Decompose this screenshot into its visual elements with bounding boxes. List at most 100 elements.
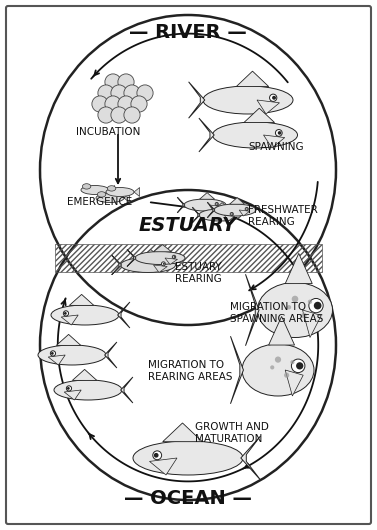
Circle shape [309, 298, 323, 313]
Circle shape [287, 305, 291, 310]
Circle shape [51, 352, 54, 355]
Polygon shape [134, 188, 139, 197]
Text: SPAWNING: SPAWNING [248, 142, 303, 152]
Circle shape [246, 208, 248, 210]
Circle shape [291, 359, 305, 373]
Polygon shape [241, 436, 261, 480]
Polygon shape [127, 250, 136, 267]
Polygon shape [141, 250, 161, 258]
Polygon shape [239, 210, 250, 216]
Polygon shape [264, 135, 285, 148]
Circle shape [67, 387, 70, 390]
Text: INCUBATION: INCUBATION [76, 127, 140, 137]
Circle shape [172, 255, 176, 259]
Polygon shape [64, 390, 81, 400]
Circle shape [118, 96, 134, 112]
Polygon shape [48, 355, 65, 365]
Polygon shape [209, 205, 220, 211]
Circle shape [290, 360, 294, 364]
Circle shape [111, 107, 127, 123]
Text: MIGRATION TO
REARING AREAS: MIGRATION TO REARING AREAS [148, 360, 233, 382]
Ellipse shape [51, 305, 119, 325]
Circle shape [230, 213, 233, 216]
Polygon shape [56, 334, 81, 346]
Circle shape [270, 94, 277, 101]
Polygon shape [285, 253, 312, 284]
Ellipse shape [107, 186, 116, 191]
Circle shape [105, 74, 121, 90]
Circle shape [131, 96, 147, 112]
Circle shape [98, 85, 114, 101]
Text: MIGRATION TO
SPAWNING AREAS: MIGRATION TO SPAWNING AREAS [230, 302, 323, 324]
Ellipse shape [203, 86, 293, 114]
Polygon shape [69, 294, 94, 305]
Circle shape [296, 362, 303, 369]
Text: ESTUARY: ESTUARY [139, 216, 237, 235]
Circle shape [245, 207, 248, 210]
Polygon shape [72, 369, 97, 381]
Circle shape [153, 451, 162, 460]
Circle shape [270, 365, 274, 369]
Circle shape [275, 357, 281, 363]
Circle shape [308, 299, 312, 304]
Circle shape [284, 373, 289, 378]
Polygon shape [61, 315, 78, 325]
Polygon shape [177, 197, 185, 213]
Circle shape [118, 74, 134, 90]
Text: GROWTH AND
MATURATION: GROWTH AND MATURATION [195, 422, 269, 444]
Polygon shape [163, 423, 202, 441]
Circle shape [215, 202, 218, 206]
Polygon shape [215, 202, 230, 209]
Circle shape [98, 107, 114, 123]
Polygon shape [112, 255, 122, 275]
Polygon shape [269, 316, 294, 345]
Circle shape [301, 313, 307, 318]
Circle shape [161, 262, 166, 266]
Circle shape [314, 302, 322, 310]
Circle shape [276, 129, 282, 136]
Polygon shape [245, 274, 259, 346]
Circle shape [173, 256, 175, 258]
Polygon shape [109, 186, 115, 195]
Polygon shape [236, 71, 269, 86]
FancyBboxPatch shape [6, 6, 371, 524]
Ellipse shape [97, 192, 106, 197]
Text: ESTUARY
REARING: ESTUARY REARING [175, 262, 222, 284]
Polygon shape [165, 258, 178, 264]
Circle shape [124, 85, 140, 101]
Ellipse shape [38, 345, 106, 365]
Text: — RIVER —: — RIVER — [129, 22, 247, 41]
Circle shape [137, 85, 153, 101]
Text: — OCEAN —: — OCEAN — [124, 489, 252, 508]
Circle shape [154, 453, 159, 458]
Ellipse shape [83, 184, 91, 189]
Polygon shape [199, 192, 215, 199]
Ellipse shape [121, 258, 176, 272]
Ellipse shape [199, 209, 241, 221]
Polygon shape [230, 198, 245, 204]
Circle shape [231, 213, 233, 215]
Ellipse shape [214, 204, 256, 216]
Polygon shape [192, 207, 200, 223]
Circle shape [124, 107, 140, 123]
Polygon shape [121, 377, 133, 403]
Ellipse shape [96, 193, 124, 202]
Polygon shape [188, 82, 205, 118]
Polygon shape [257, 100, 279, 114]
Polygon shape [153, 265, 167, 272]
Circle shape [105, 96, 121, 112]
Circle shape [272, 96, 276, 100]
Circle shape [92, 96, 108, 112]
Ellipse shape [242, 344, 314, 396]
Polygon shape [207, 202, 215, 218]
Ellipse shape [133, 441, 243, 475]
Circle shape [216, 203, 218, 205]
Circle shape [292, 296, 298, 302]
Polygon shape [124, 193, 130, 202]
Circle shape [163, 263, 165, 265]
Polygon shape [285, 370, 303, 396]
Polygon shape [105, 342, 117, 368]
Ellipse shape [106, 188, 134, 197]
Circle shape [63, 311, 69, 316]
Polygon shape [244, 108, 274, 122]
